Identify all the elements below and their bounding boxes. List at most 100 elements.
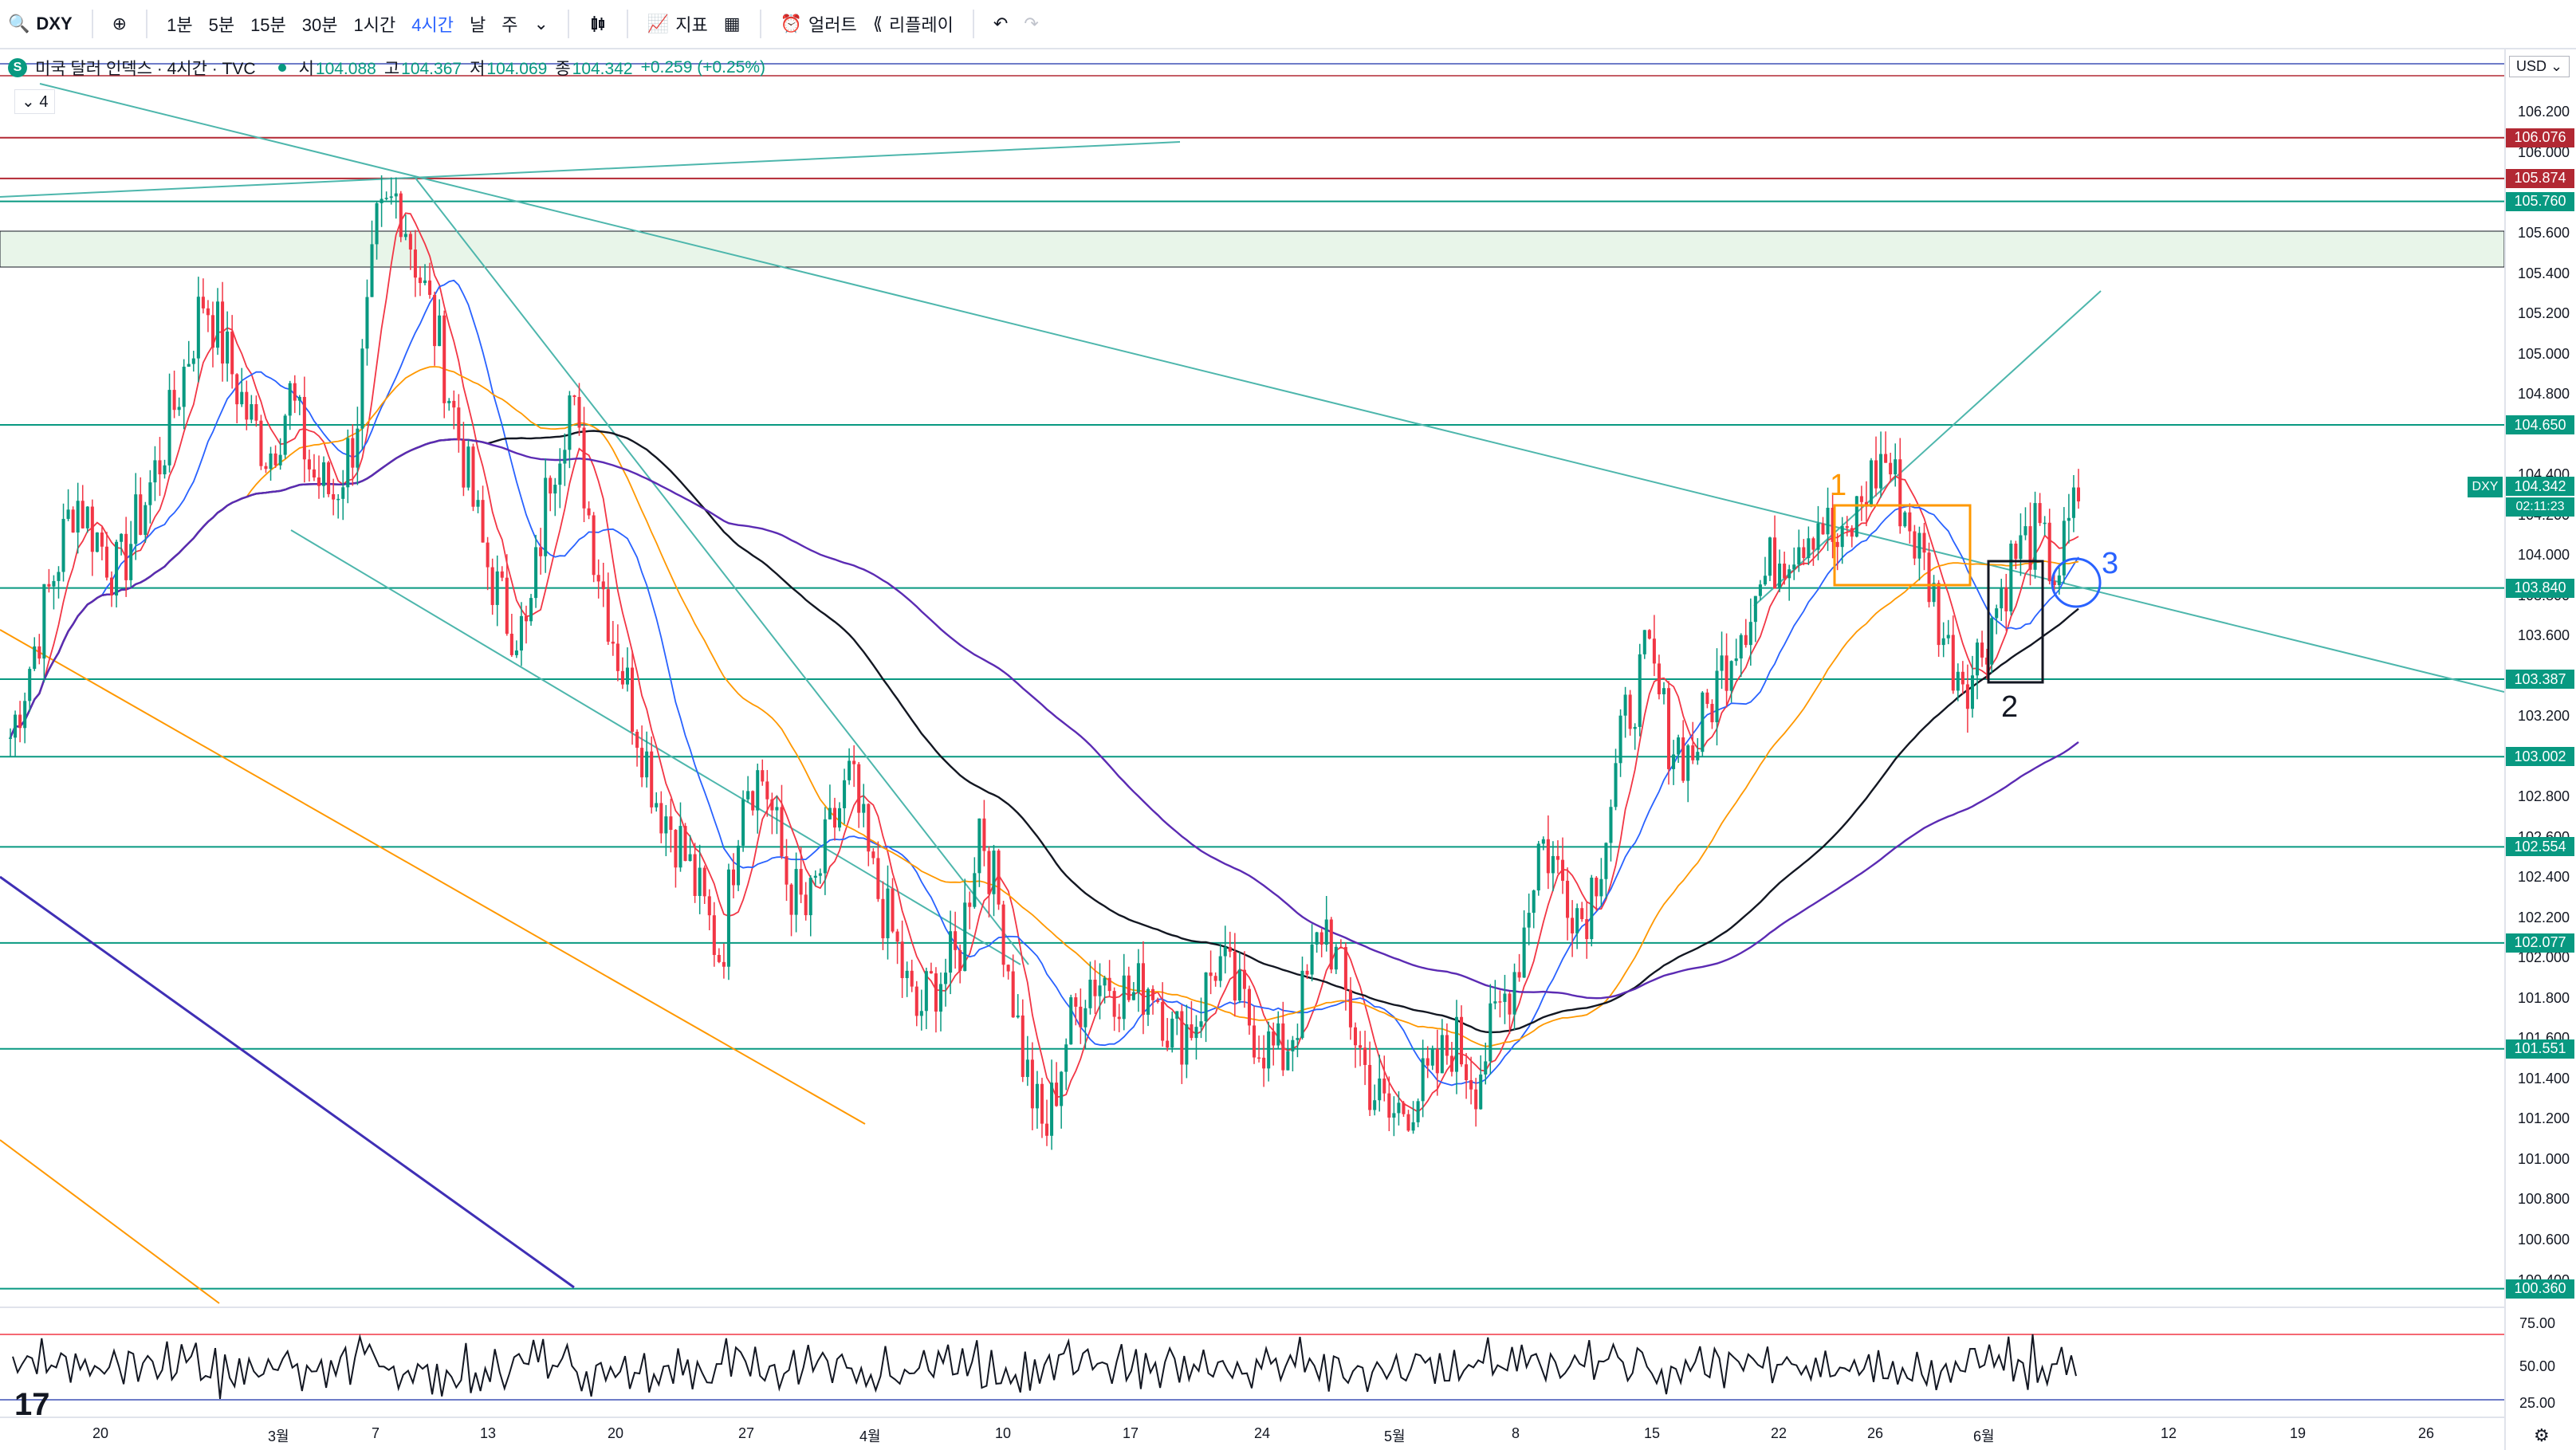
candle-body (1845, 525, 1849, 529)
candle-body (577, 397, 581, 428)
candle-body (587, 508, 591, 516)
candle-body (1093, 979, 1097, 996)
price-tick: 106.200 (2518, 104, 2570, 120)
time-tick: 7 (372, 1425, 380, 1441)
timeframe-dropdown[interactable]: ⌄ (525, 0, 556, 48)
candle-body (1802, 547, 1806, 558)
candle-body (1614, 763, 1618, 808)
candle-body (462, 440, 466, 488)
last-price-tag: 104.342 (2506, 477, 2574, 496)
candle-body (1937, 583, 1941, 646)
tf-1h[interactable]: 1시간 (353, 15, 396, 35)
settings-gear-icon[interactable]: ⚙ (2534, 1425, 2550, 1445)
candle-body (857, 764, 861, 813)
candle-body (1725, 655, 1728, 691)
price-tick: 106.000 (2518, 144, 2570, 160)
candle-body (1074, 997, 1078, 1007)
candle-body (862, 804, 866, 813)
candle-body (167, 390, 171, 466)
candle-body (1421, 1058, 1425, 1102)
tf-15m[interactable]: 15분 (250, 15, 286, 35)
candle-body (1932, 583, 1936, 603)
candle-body (1551, 855, 1555, 874)
tf-5m[interactable]: 5분 (208, 15, 235, 35)
moving-average-line (10, 279, 2079, 1087)
tf-day[interactable]: 날 (469, 15, 486, 35)
candle-body (1773, 537, 1777, 589)
tf-week[interactable]: 주 (501, 15, 518, 35)
candle-body (780, 807, 784, 857)
candle-body (307, 459, 311, 470)
currency-selector[interactable]: USD ⌄ (2509, 56, 2570, 77)
candle-body (1199, 1021, 1203, 1028)
candle-body (254, 404, 258, 421)
tf-30m[interactable]: 30분 (301, 15, 338, 35)
tf-1m[interactable]: 1분 (167, 15, 193, 35)
indicators-toggle[interactable]: ⌄ 4 (14, 89, 56, 114)
price-chart[interactable] (0, 0, 2504, 1450)
candle-body (235, 374, 239, 405)
candle-body (1758, 584, 1762, 596)
candle-body (1783, 564, 1787, 579)
moving-averages (9, 212, 2079, 1113)
candle-body (1185, 1024, 1189, 1065)
redo-button[interactable]: ↷ (1016, 0, 1046, 48)
candle-body (442, 315, 446, 403)
candle-body (1854, 496, 1858, 537)
candle-body (799, 869, 803, 895)
candle-body (1831, 508, 1835, 542)
candle-body (1884, 454, 1888, 463)
osc-tick-25: 25.00 (2519, 1395, 2556, 1411)
legend-title[interactable]: 미국 달러 인덱스 · 4시간 · TVC (35, 60, 256, 78)
symbol-search[interactable]: 🔍 DXY (0, 0, 81, 48)
tf-4h[interactable]: 4시간 (411, 15, 454, 35)
candle-body (1069, 997, 1073, 1045)
annotation-2: 2 (2001, 690, 2019, 724)
templates-button[interactable]: ▦ (716, 0, 749, 48)
candle-body (1001, 904, 1005, 965)
candle-body (1247, 988, 1251, 1026)
indicators-button[interactable]: 📈 지표 (639, 0, 716, 48)
candle-body (1348, 989, 1352, 1028)
candle-body (997, 851, 1001, 905)
level-tag: 101.551 (2506, 1039, 2574, 1059)
candle-body (1397, 1102, 1401, 1114)
indicators-icon: 📈 (647, 14, 670, 33)
replay-button[interactable]: ⟪ 리플레이 (865, 0, 962, 48)
candle-body (226, 331, 230, 364)
candle-body (534, 547, 538, 599)
candle-body (1151, 988, 1155, 1000)
candle-body (938, 984, 943, 1012)
candle-body (1460, 1016, 1464, 1065)
candle-body (785, 856, 789, 885)
candle-body (1595, 878, 1599, 897)
candle-body (693, 854, 697, 896)
candle-body (302, 396, 306, 460)
compare-button[interactable]: ⊕ (104, 0, 135, 48)
candle-body (1083, 1008, 1087, 1028)
candle-body (1310, 944, 1314, 975)
osc-tick-50: 50.00 (2519, 1358, 2556, 1374)
candle-body (1339, 946, 1343, 949)
chart-type-button[interactable] (580, 0, 615, 48)
candle-body (163, 465, 167, 475)
candle-body (1657, 663, 1661, 694)
candle-body (278, 454, 282, 466)
candle-body (867, 804, 871, 852)
candle-body (910, 970, 914, 987)
candle-body (1079, 1006, 1083, 1028)
candle-body (52, 580, 56, 587)
candle-body (1334, 946, 1338, 970)
undo-button[interactable]: ↶ (985, 0, 1016, 48)
time-tick: 8 (1512, 1425, 1520, 1441)
osc-line (12, 1334, 2077, 1400)
candle-body (144, 505, 147, 535)
candle-body (495, 571, 499, 605)
annotation-1: 1 (1830, 469, 1847, 502)
candle-body (1965, 684, 1969, 709)
time-tick: 4월 (859, 1428, 881, 1444)
candle-body (838, 808, 842, 828)
candle-body (1633, 726, 1637, 729)
candle-body (182, 367, 186, 407)
alert-button[interactable]: ⏰ 얼러트 (773, 0, 865, 48)
